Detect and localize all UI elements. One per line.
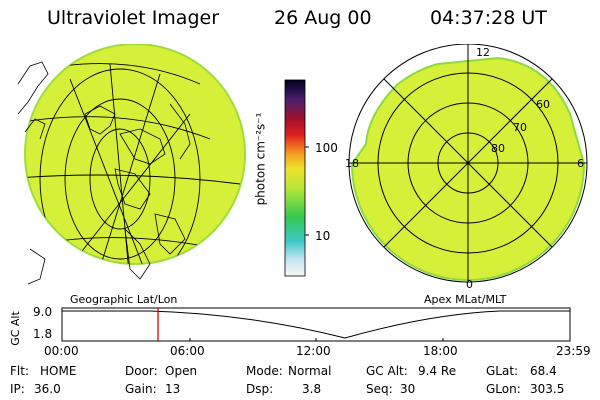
timeline-xtick: 12:00 [296, 344, 331, 358]
timeline-xtick: 23:59 [556, 344, 591, 358]
info-glon-value: 303.5 [530, 382, 565, 396]
mlat-label-80: 80 [491, 142, 505, 155]
info-gain-value: 13 [165, 382, 181, 396]
info-seq-label: Seq: [366, 382, 393, 396]
geo-coastlines [17, 61, 191, 285]
info-mode-label: Mode: [246, 364, 283, 378]
info-gcalt-value: 9.4 Re [418, 364, 457, 378]
info-glat-label: GLat: [486, 364, 519, 378]
timeline-frame [61, 307, 571, 342]
info-mode-value: Normal [288, 364, 332, 378]
geo-grid [25, 63, 241, 264]
altitude-curve [62, 310, 570, 339]
mlt-label-midnight: 0 [466, 278, 473, 291]
info-dsp-value: 3.8 [302, 382, 322, 396]
info-gain-label: Gain: [125, 382, 157, 396]
colorbar-tick-label: 100 [315, 141, 338, 155]
altitude-timeline [61, 307, 571, 342]
mlat-label-70: 70 [513, 121, 527, 134]
info-glat-value: 68.4 [530, 364, 557, 378]
mlt-label-dusk: 18 [345, 157, 359, 170]
timeline-ytick: 9.0 [33, 305, 53, 319]
date-label: 26 Aug 00 [274, 7, 372, 29]
timeline-xtick: 00:00 [44, 344, 79, 358]
info-seq-value: 30 [400, 382, 416, 396]
colorbar-gradient [284, 79, 306, 277]
instrument-title: Ultraviolet Imager [47, 7, 220, 29]
info-glon-label: GLon: [486, 382, 521, 396]
timeline-ytick: 1.8 [33, 327, 53, 341]
info-flt-value: HOME [40, 364, 77, 378]
time-label: 04:37:28 UT [430, 7, 547, 29]
apex-grid [348, 44, 588, 283]
colorbar-tick-label: 10 [315, 229, 331, 243]
info-flt-label: Flt: [10, 364, 29, 378]
info-dsp-label: Dsp: [246, 382, 274, 396]
mlat-label-60: 60 [536, 98, 550, 111]
mlt-label-dawn: 6 [577, 157, 584, 170]
info-door-label: Door: [125, 364, 158, 378]
timeline-ylabel: GC Alt [8, 311, 22, 346]
header-bar: Ultraviolet Imager 26 Aug 00 04:37:28 UT [0, 0, 600, 36]
timeline-xtick: 06:00 [170, 344, 205, 358]
colorbar [284, 79, 309, 277]
geo-panel-label: Geographic Lat/Lon [70, 293, 178, 306]
timeline-xtick: 18:00 [423, 344, 458, 358]
apex-image [348, 44, 588, 283]
info-ip-label: IP: [10, 382, 25, 396]
info-door-value: Open [165, 364, 198, 378]
apex-panel-label: Apex MLat/MLT [424, 293, 507, 306]
mlt-label-noon: 12 [476, 46, 490, 59]
colorbar-unit-label: photon cm⁻²s⁻¹ [253, 112, 268, 206]
info-ip-value: 36.0 [34, 382, 61, 396]
info-gcalt-label: GC Alt: [366, 364, 408, 378]
geographic-image [17, 44, 246, 285]
